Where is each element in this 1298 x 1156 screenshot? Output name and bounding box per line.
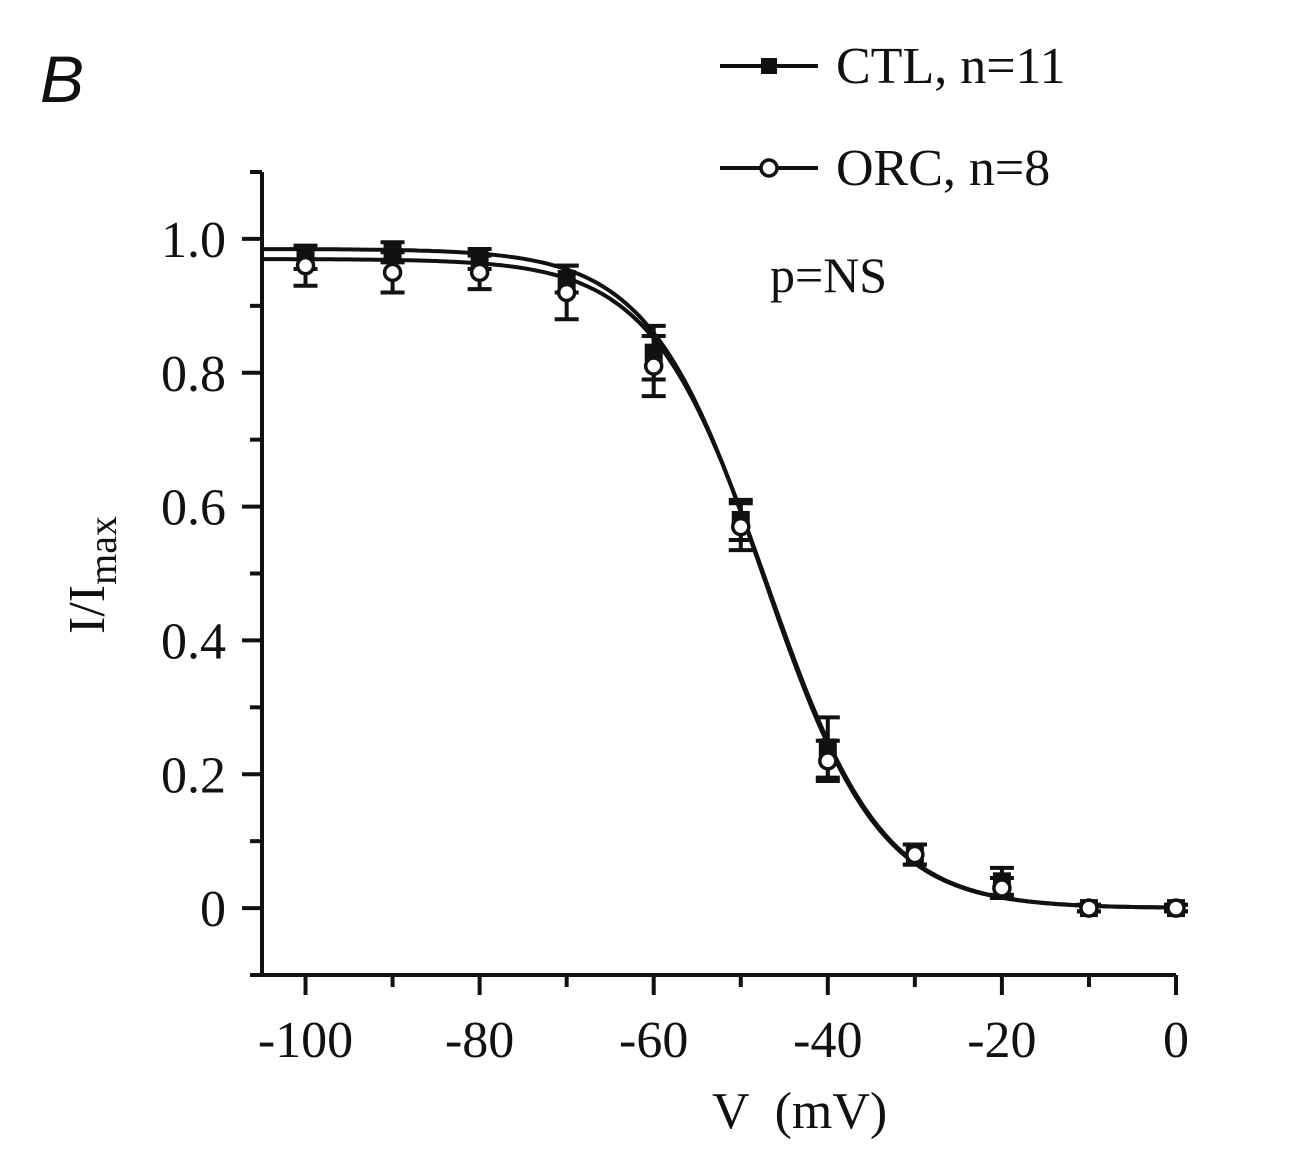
y-tick-label: 0.8 bbox=[161, 346, 226, 403]
y-tick-label: 0.6 bbox=[161, 480, 226, 537]
annotation-pns: p=NS bbox=[770, 247, 887, 303]
legend-item-ctl: CTL, n=11 bbox=[720, 38, 1066, 95]
data-point-orc bbox=[293, 243, 318, 288]
marker-circle-orc bbox=[382, 262, 403, 283]
legend-orc-marker bbox=[759, 158, 779, 178]
marker-circle-orc bbox=[818, 751, 838, 771]
x-tick-label: -80 bbox=[445, 1012, 514, 1069]
data-point-orc bbox=[467, 253, 492, 292]
fit-curve-ctl bbox=[262, 247, 1177, 910]
legend-item-orc: ORC, n=8 bbox=[720, 140, 1050, 197]
data-point-orc bbox=[1076, 898, 1101, 918]
y-tick-label: 1.0 bbox=[161, 212, 226, 269]
data-point-orc bbox=[380, 250, 405, 295]
y-tick-label: 0.4 bbox=[161, 613, 226, 670]
data-point-orc bbox=[728, 501, 753, 553]
data-point-orc bbox=[902, 842, 927, 867]
data-point-orc bbox=[1164, 898, 1188, 918]
fit-curves bbox=[262, 247, 1177, 910]
marker-circle-orc bbox=[295, 255, 316, 276]
legend-ctl-label: CTL, n=11 bbox=[836, 38, 1066, 95]
marker-circle-orc bbox=[905, 844, 925, 865]
marker-circle-orc bbox=[1166, 898, 1186, 918]
y-axis-label: I/Imax bbox=[59, 516, 125, 634]
data-point-orc bbox=[989, 875, 1014, 901]
y-axis-label-sub: max bbox=[80, 516, 125, 585]
y-tick-label: 0 bbox=[200, 881, 226, 938]
fit-curve-orc bbox=[262, 257, 1177, 910]
panel-label: B bbox=[40, 42, 84, 116]
marker-circle-orc bbox=[731, 516, 751, 537]
y-tick-label: 0.2 bbox=[161, 747, 226, 804]
legend-ctl-marker bbox=[761, 58, 777, 74]
x-tick-label: -100 bbox=[258, 1012, 353, 1069]
y-axis-label-main: I/I bbox=[59, 585, 116, 634]
marker-circle-orc bbox=[1079, 898, 1099, 918]
x-tick-label: -40 bbox=[793, 1012, 862, 1069]
marker-circle-orc bbox=[992, 878, 1012, 898]
axes: 0 0.2 0.4 0.6 0.8 1.0 -100 -80 -60 -40 -20 0 bbox=[161, 170, 1189, 1069]
marker-circle-orc bbox=[556, 282, 577, 303]
data-markers bbox=[293, 240, 1188, 918]
data-point-orc bbox=[641, 333, 666, 399]
marker-circle-orc bbox=[469, 262, 490, 283]
x-tick-label: 0 bbox=[1163, 1012, 1189, 1069]
data-point-orc bbox=[815, 738, 840, 783]
x-tick-label: -20 bbox=[967, 1012, 1036, 1069]
marker-circle-orc bbox=[643, 356, 664, 376]
legend: CTL, n=11 ORC, n=8 bbox=[720, 38, 1066, 197]
x-axis-label: V (mV) bbox=[712, 1083, 887, 1140]
legend-orc-label: ORC, n=8 bbox=[836, 140, 1050, 197]
x-tick-label: -60 bbox=[619, 1012, 688, 1069]
data-point-orc bbox=[554, 263, 579, 322]
